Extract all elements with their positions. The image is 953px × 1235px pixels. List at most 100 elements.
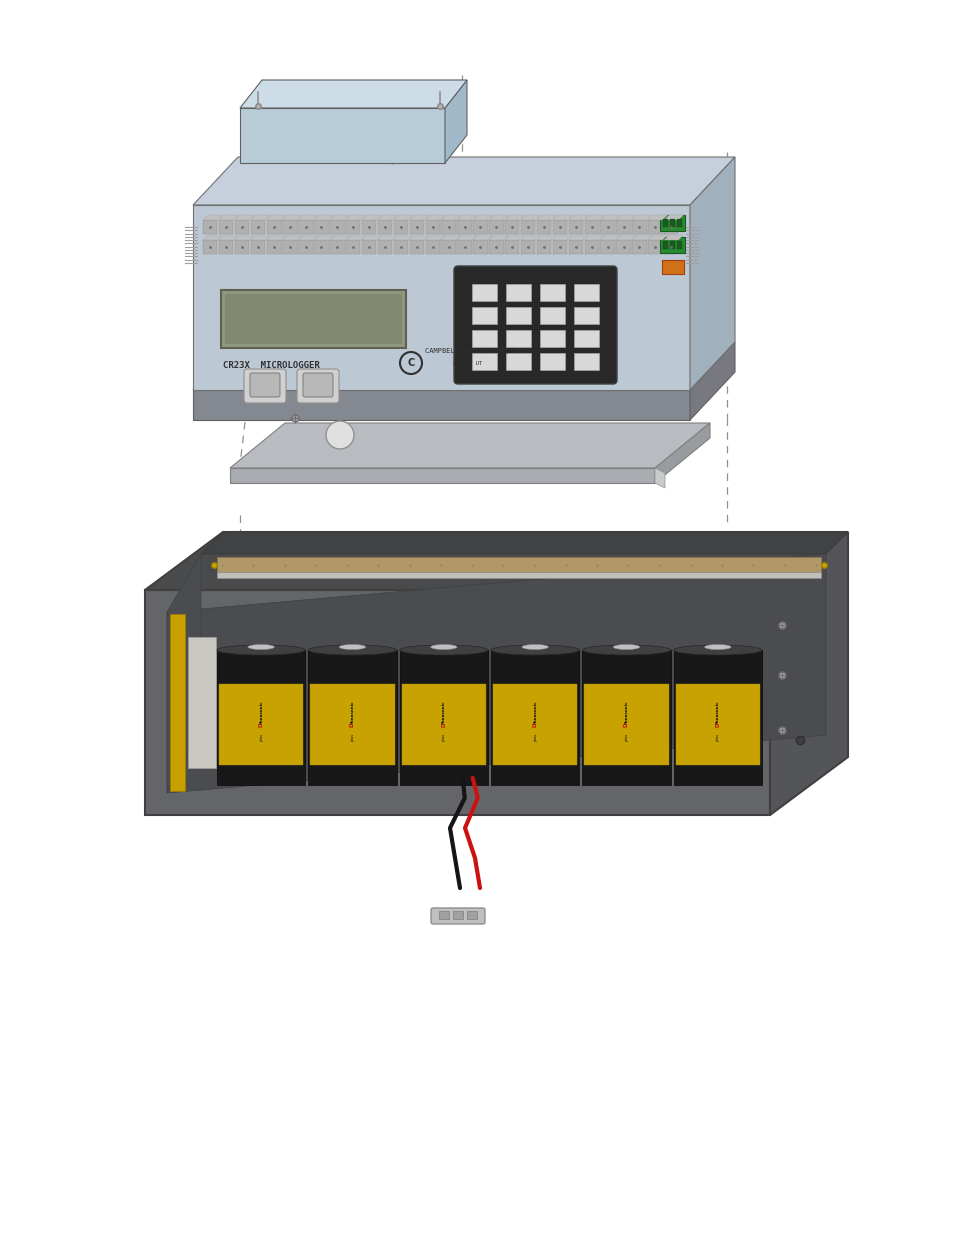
Bar bbox=[677, 219, 681, 227]
Polygon shape bbox=[282, 215, 301, 220]
Polygon shape bbox=[632, 215, 651, 220]
Polygon shape bbox=[218, 240, 233, 254]
Polygon shape bbox=[394, 235, 413, 240]
Polygon shape bbox=[456, 215, 476, 220]
Polygon shape bbox=[346, 235, 365, 240]
Polygon shape bbox=[769, 532, 847, 815]
Polygon shape bbox=[584, 215, 603, 220]
Bar bbox=[659, 215, 684, 231]
Polygon shape bbox=[673, 650, 761, 785]
Bar bbox=[505, 284, 531, 301]
Polygon shape bbox=[504, 235, 524, 240]
Polygon shape bbox=[425, 240, 439, 254]
Text: CAMPBELL SCIENTIFIC, INC.: CAMPBELL SCIENTIFIC, INC. bbox=[424, 348, 531, 354]
Polygon shape bbox=[218, 235, 238, 240]
Text: D: D bbox=[715, 722, 720, 726]
Ellipse shape bbox=[216, 645, 305, 655]
Ellipse shape bbox=[581, 645, 670, 655]
Polygon shape bbox=[647, 220, 662, 233]
FancyBboxPatch shape bbox=[296, 369, 338, 403]
Polygon shape bbox=[314, 240, 329, 254]
Polygon shape bbox=[203, 215, 222, 220]
Polygon shape bbox=[632, 240, 646, 254]
Polygon shape bbox=[568, 215, 587, 220]
Polygon shape bbox=[616, 240, 630, 254]
Bar bbox=[472, 353, 497, 370]
Polygon shape bbox=[377, 235, 396, 240]
Polygon shape bbox=[203, 240, 217, 254]
Polygon shape bbox=[504, 240, 519, 254]
Polygon shape bbox=[167, 555, 201, 793]
Polygon shape bbox=[266, 240, 281, 254]
Polygon shape bbox=[520, 220, 535, 233]
Polygon shape bbox=[346, 215, 365, 220]
Polygon shape bbox=[584, 240, 598, 254]
Polygon shape bbox=[377, 240, 392, 254]
Polygon shape bbox=[298, 240, 313, 254]
Bar bbox=[225, 294, 401, 345]
Polygon shape bbox=[216, 557, 821, 572]
Ellipse shape bbox=[430, 645, 456, 650]
Polygon shape bbox=[266, 235, 286, 240]
Text: Panasonic: Panasonic bbox=[533, 700, 537, 724]
Text: C: C bbox=[407, 358, 415, 368]
Bar bbox=[659, 237, 684, 253]
Polygon shape bbox=[266, 220, 281, 233]
Polygon shape bbox=[266, 215, 286, 220]
Polygon shape bbox=[537, 240, 551, 254]
Polygon shape bbox=[346, 240, 360, 254]
Text: D: D bbox=[350, 722, 355, 726]
Polygon shape bbox=[552, 240, 567, 254]
Polygon shape bbox=[218, 220, 233, 233]
Polygon shape bbox=[632, 235, 651, 240]
Text: Panasonic: Panasonic bbox=[259, 700, 263, 724]
Bar bbox=[574, 308, 598, 324]
Polygon shape bbox=[504, 215, 524, 220]
Polygon shape bbox=[489, 240, 503, 254]
Polygon shape bbox=[145, 590, 769, 815]
Text: D: D bbox=[441, 722, 446, 726]
Polygon shape bbox=[201, 532, 847, 555]
Polygon shape bbox=[663, 240, 678, 254]
Ellipse shape bbox=[491, 645, 578, 655]
Ellipse shape bbox=[399, 645, 488, 655]
Text: plus: plus bbox=[715, 732, 720, 741]
Polygon shape bbox=[581, 650, 670, 785]
Polygon shape bbox=[377, 215, 396, 220]
Polygon shape bbox=[377, 220, 392, 233]
Polygon shape bbox=[537, 235, 556, 240]
Polygon shape bbox=[568, 235, 587, 240]
Bar bbox=[677, 241, 681, 249]
Polygon shape bbox=[444, 80, 467, 163]
Polygon shape bbox=[298, 215, 317, 220]
Polygon shape bbox=[520, 235, 539, 240]
Polygon shape bbox=[193, 157, 734, 205]
Polygon shape bbox=[394, 220, 408, 233]
Polygon shape bbox=[552, 235, 572, 240]
Polygon shape bbox=[568, 220, 582, 233]
Text: D: D bbox=[623, 722, 628, 726]
Bar bbox=[467, 911, 476, 919]
Ellipse shape bbox=[704, 645, 730, 650]
Bar bbox=[574, 284, 598, 301]
Polygon shape bbox=[219, 684, 303, 764]
Polygon shape bbox=[647, 215, 667, 220]
Bar bbox=[669, 241, 675, 249]
Polygon shape bbox=[314, 215, 334, 220]
Polygon shape bbox=[473, 215, 492, 220]
Polygon shape bbox=[218, 215, 238, 220]
Polygon shape bbox=[675, 684, 760, 764]
Polygon shape bbox=[493, 684, 577, 764]
Polygon shape bbox=[537, 220, 551, 233]
Polygon shape bbox=[473, 235, 492, 240]
Polygon shape bbox=[663, 215, 682, 220]
Polygon shape bbox=[491, 650, 578, 785]
Circle shape bbox=[326, 421, 354, 450]
Polygon shape bbox=[584, 235, 603, 240]
Polygon shape bbox=[234, 235, 253, 240]
Polygon shape bbox=[282, 220, 296, 233]
FancyBboxPatch shape bbox=[431, 908, 484, 924]
Ellipse shape bbox=[673, 645, 761, 655]
Text: Panasonic: Panasonic bbox=[624, 700, 628, 724]
Polygon shape bbox=[409, 220, 424, 233]
